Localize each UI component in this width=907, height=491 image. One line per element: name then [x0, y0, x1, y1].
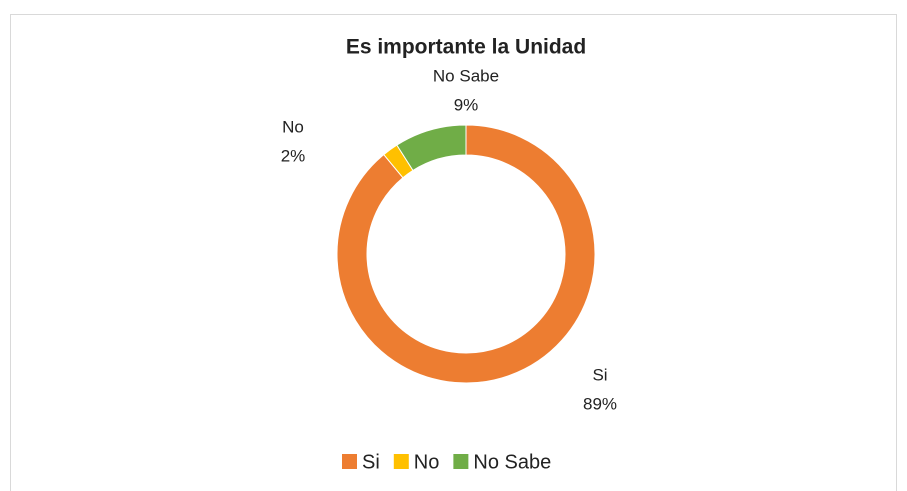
legend-swatch — [342, 454, 357, 469]
legend-text: No Sabe — [473, 451, 551, 473]
legend-text: Si — [362, 451, 380, 473]
chart-title: Es importante la Unidad — [346, 36, 586, 59]
legend-swatch — [393, 454, 409, 469]
data-label-category: No Sabe — [433, 66, 499, 85]
donut-slice — [396, 124, 467, 172]
legend-text: No — [414, 451, 440, 473]
chart-frame — [10, 14, 897, 491]
legend-swatch — [453, 454, 469, 469]
data-label-category: Si — [592, 365, 607, 384]
donut-slice — [336, 124, 596, 384]
data-label-category: No — [282, 117, 304, 136]
data-label-value: 9% — [454, 95, 479, 114]
data-label-value: 89% — [583, 394, 617, 413]
data-label-value: 2% — [281, 146, 306, 165]
